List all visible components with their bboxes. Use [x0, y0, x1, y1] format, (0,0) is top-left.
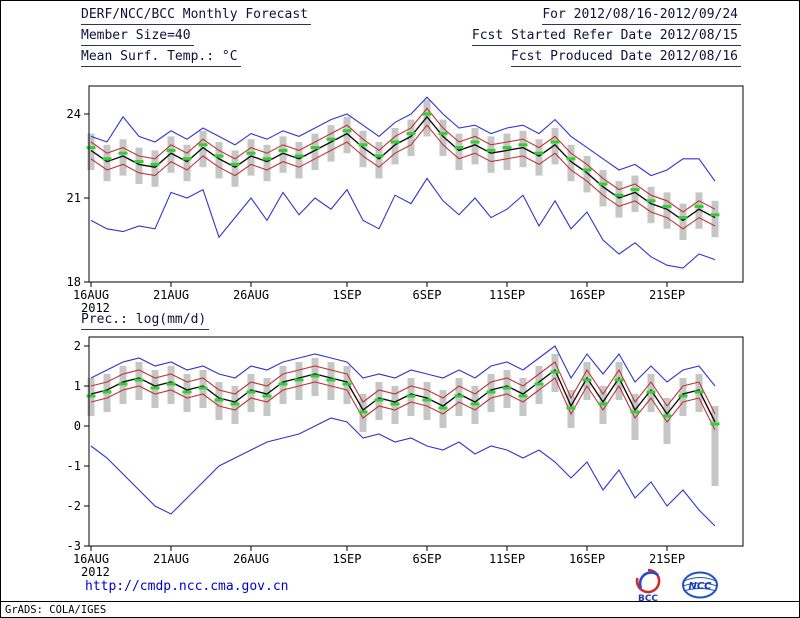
produced-date-label: Fcst Produced Date 2012/08/16 — [511, 49, 741, 67]
bcc-logo: BCC — [631, 566, 665, 607]
svg-text:21AUG: 21AUG — [153, 552, 189, 566]
svg-text:2012: 2012 — [81, 301, 110, 315]
bcc-logo-caption: BCC — [638, 594, 658, 603]
ncc-logo-lines — [682, 577, 718, 592]
svg-text:18: 18 — [67, 275, 81, 289]
product-title: DERF/NCC/BCC Monthly Forecast — [81, 7, 311, 25]
svg-text:21AUG: 21AUG — [153, 288, 189, 302]
footer-divider — [1, 601, 799, 602]
forecast-period-label: For 2012/08/16-2012/09/24 — [542, 7, 741, 25]
svg-text:2012: 2012 — [81, 565, 110, 579]
svg-text:0: 0 — [74, 419, 81, 433]
svg-text:2: 2 — [74, 339, 81, 353]
ncc-logo-globe — [682, 571, 718, 599]
svg-text:21SEP: 21SEP — [649, 552, 685, 566]
ncc-logo: NCC — [677, 569, 723, 607]
svg-text:6SEP: 6SEP — [413, 288, 442, 302]
svg-text:11SEP: 11SEP — [489, 288, 525, 302]
svg-text:1SEP: 1SEP — [333, 552, 362, 566]
svg-text:-1: -1 — [67, 459, 81, 473]
svg-text:11SEP: 11SEP — [489, 552, 525, 566]
header-left-block: DERF/NCC/BCC Monthly Forecast Member Siz… — [81, 7, 311, 67]
svg-text:6SEP: 6SEP — [413, 552, 442, 566]
svg-text:21SEP: 21SEP — [649, 288, 685, 302]
svg-text:16AUG: 16AUG — [73, 552, 109, 566]
grads-credit: GrADS: COLA/IGES — [5, 604, 107, 616]
svg-text:1SEP: 1SEP — [333, 288, 362, 302]
ncc-logo-caption: NCC — [688, 581, 712, 592]
svg-text:16SEP: 16SEP — [569, 288, 605, 302]
svg-text:16AUG: 16AUG — [73, 288, 109, 302]
temperature-chart: 18 21 24 16AUG 21AUG 26AUG 1SEP 6SEP 11SEP 16SEP 2… — [67, 85, 744, 315]
temperature-panel-label: Mean Surf. Temp.: °C — [81, 49, 241, 67]
website-url[interactable]: http://cmdp.ncc.cma.gov.cn — [85, 579, 289, 594]
member-size-label: Member Size=40 — [81, 28, 194, 46]
svg-text:26AUG: 26AUG — [233, 552, 269, 566]
header-right-block: For 2012/08/16-2012/09/24 Fcst Started R… — [471, 7, 741, 67]
precipitation-chart: -3 -2 -1 0 1 2 16AUG 21AUG 26AUG 1SEP 6SEP 11SEP 16S… — [67, 336, 744, 579]
svg-text:21: 21 — [67, 191, 81, 205]
svg-text:26AUG: 26AUG — [233, 288, 269, 302]
refer-date-label: Fcst Started Refer Date 2012/08/15 — [471, 28, 741, 46]
footer-logos: BCC NCC — [631, 566, 723, 607]
bcc-logo-blue-swirl — [638, 571, 659, 589]
svg-text:24: 24 — [67, 107, 81, 121]
precipitation-panel-label: Prec.: log(mm/d) — [81, 312, 210, 330]
svg-text:-3: -3 — [67, 539, 81, 553]
svg-text:-2: -2 — [67, 499, 81, 513]
svg-text:16SEP: 16SEP — [569, 552, 605, 566]
svg-text:1: 1 — [74, 379, 81, 393]
